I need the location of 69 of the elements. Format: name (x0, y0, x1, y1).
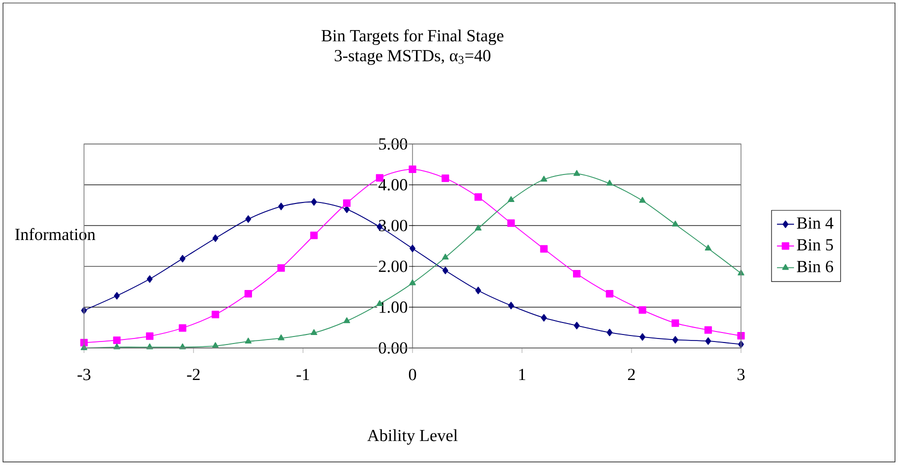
point (408, 166, 416, 174)
point (508, 302, 514, 310)
point (442, 174, 450, 182)
point (540, 314, 547, 322)
point (344, 206, 350, 214)
point (409, 279, 416, 286)
y-tick-label: 0.00 (378, 342, 408, 354)
y-tick-label: 2.00 (378, 260, 408, 272)
point (311, 198, 317, 206)
point (278, 334, 284, 340)
point (442, 266, 448, 274)
x-tick-label: -2 (187, 368, 200, 380)
point (410, 244, 416, 252)
point (606, 180, 613, 186)
point (178, 324, 186, 332)
point (442, 254, 449, 260)
point (704, 244, 712, 251)
legend-label: Bin 5 (796, 239, 833, 250)
legend-label: Bin 4 (796, 217, 834, 229)
chart-subtitle: 3-stage MSTDs, α$_{3}$=40 (334, 50, 490, 65)
x-tick-label: -3 (78, 368, 90, 380)
point (180, 254, 186, 262)
point (573, 270, 581, 278)
point (343, 199, 351, 207)
x-tick-label: 3 (738, 368, 745, 380)
chart-title: Bin Targets for Final Stage (322, 29, 504, 45)
point (474, 224, 482, 231)
point (212, 310, 220, 318)
point (113, 336, 121, 344)
point (573, 170, 580, 176)
point (310, 232, 318, 240)
point (540, 176, 548, 182)
y-tick-label: 4.00 (378, 179, 408, 191)
legend-label: Bin 6 (796, 260, 834, 272)
y-tick-label: 1.00 (380, 301, 408, 313)
point (638, 306, 646, 314)
point (344, 317, 350, 324)
point (245, 215, 252, 223)
y-axis-title: Information (15, 228, 96, 240)
point (475, 286, 482, 294)
point (672, 220, 679, 226)
point (540, 245, 548, 253)
point (278, 202, 284, 210)
point (474, 193, 482, 201)
point (639, 196, 646, 203)
point (507, 219, 515, 227)
x-tick-label: -1 (296, 368, 310, 380)
point (640, 333, 646, 341)
point (705, 337, 712, 345)
y-tick-label: 5.00 (379, 138, 408, 150)
point (244, 338, 252, 344)
point (574, 322, 580, 330)
point (212, 234, 218, 242)
point (672, 336, 678, 344)
point (704, 326, 712, 334)
x-tick-label: 0 (408, 368, 416, 380)
point (508, 196, 514, 202)
point (114, 292, 120, 300)
point (244, 290, 252, 298)
point (672, 319, 680, 327)
point (277, 264, 285, 272)
point (146, 275, 153, 283)
point (146, 332, 154, 340)
x-tick-label: 2 (628, 368, 635, 380)
point (606, 290, 614, 298)
x-axis-title: Ability Level (367, 429, 458, 445)
point (310, 329, 318, 335)
x-tick-label: 1 (519, 368, 526, 380)
point (606, 328, 613, 336)
